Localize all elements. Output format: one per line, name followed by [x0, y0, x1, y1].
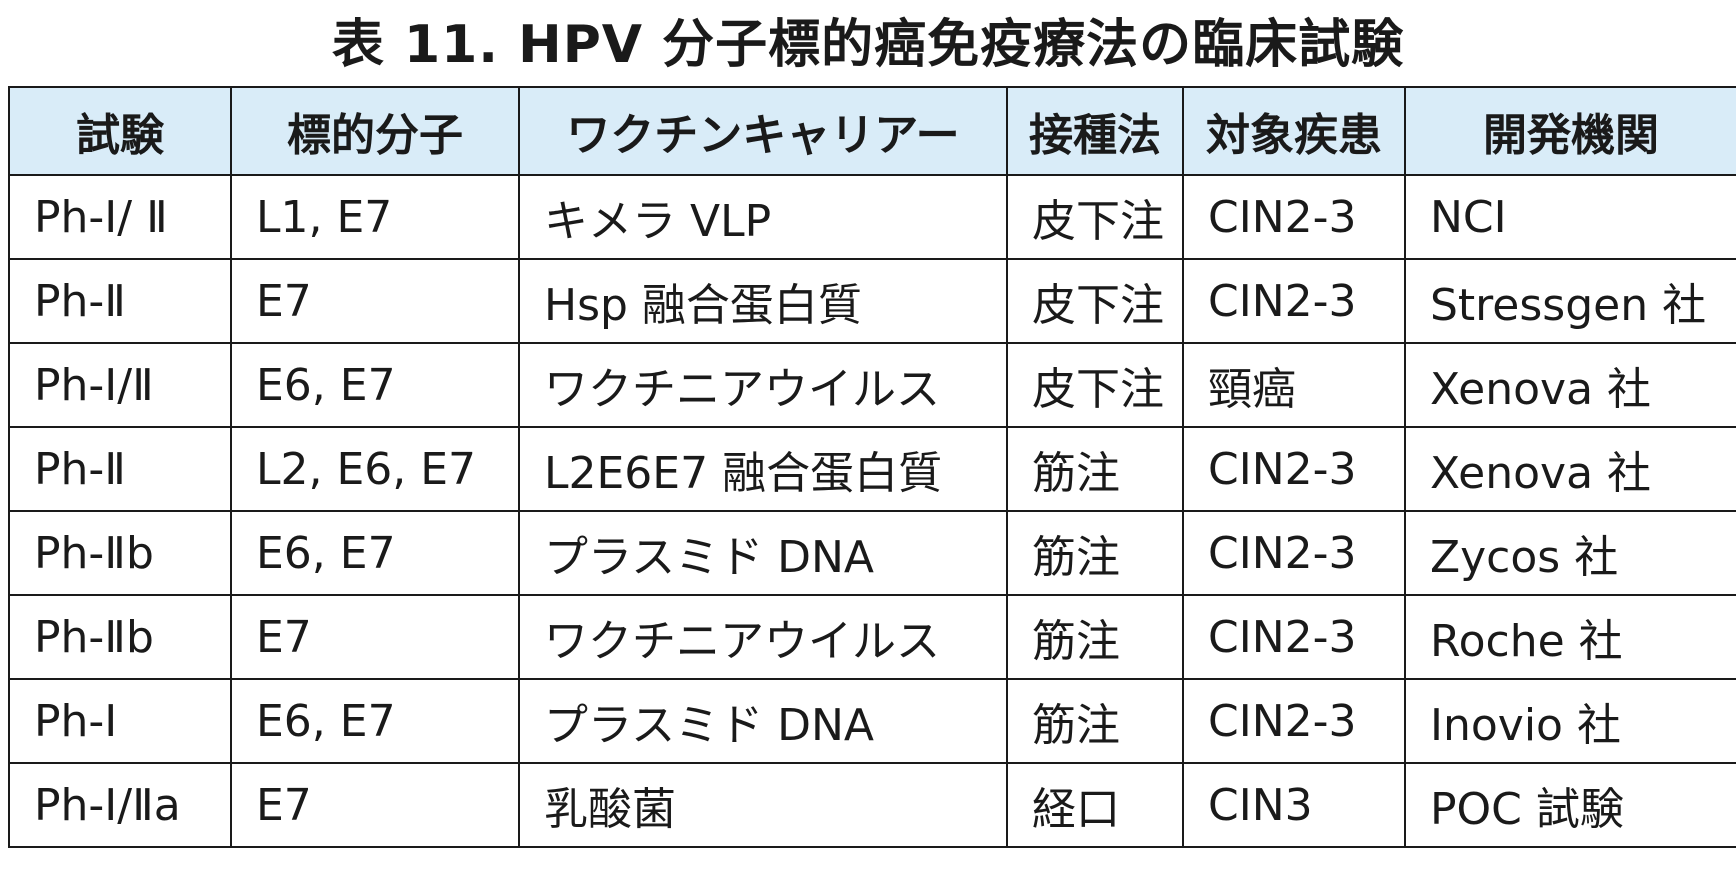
cell-vaccine-carrier: ワクチニアウイルス	[518, 594, 1008, 680]
table-row: Ph-Ⅱb E7 ワクチニアウイルス 筋注 CIN2-3 Roche 社	[8, 594, 1736, 680]
cell-target-molecule: L2, E6, E7	[230, 426, 520, 512]
header-target-disease: 対象疾患	[1182, 86, 1406, 176]
cell-target-molecule: E6, E7	[230, 510, 520, 596]
header-target-molecule: 標的分子	[230, 86, 520, 176]
table-row: Ph-I/ Ⅱ L1, E7 キメラ VLP 皮下注 CIN2-3 NCI	[8, 174, 1736, 260]
cell-target-disease: CIN3	[1182, 762, 1406, 848]
table-row: Ph-I/Ⅱa E7 乳酸菌 経口 CIN3 POC 試験	[8, 762, 1736, 848]
cell-vaccine-carrier: Hsp 融合蛋白質	[518, 258, 1008, 344]
cell-developer: NCI	[1404, 174, 1736, 260]
header-trial: 試験	[8, 86, 232, 176]
cell-target-molecule: L1, E7	[230, 174, 520, 260]
header-row: 試験 標的分子 ワクチンキャリアー 接種法 対象疾患 開発機関	[8, 86, 1736, 176]
cell-trial: Ph-Ⅱb	[8, 510, 232, 596]
clinical-trials-table: 試験 標的分子 ワクチンキャリアー 接種法 対象疾患 開発機関 Ph-I/ Ⅱ …	[8, 86, 1736, 848]
cell-trial: Ph-I/ Ⅱ	[8, 174, 232, 260]
cell-inoculation-method: 皮下注	[1006, 342, 1184, 428]
cell-trial: Ph-I	[8, 678, 232, 764]
cell-inoculation-method: 皮下注	[1006, 258, 1184, 344]
cell-vaccine-carrier: ワクチニアウイルス	[518, 342, 1008, 428]
cell-trial: Ph-I/Ⅱ	[8, 342, 232, 428]
cell-target-disease: CIN2-3	[1182, 678, 1406, 764]
cell-vaccine-carrier: L2E6E7 融合蛋白質	[518, 426, 1008, 512]
cell-target-molecule: E7	[230, 594, 520, 680]
cell-target-disease: CIN2-3	[1182, 594, 1406, 680]
cell-trial: Ph-Ⅱb	[8, 594, 232, 680]
cell-target-molecule: E6, E7	[230, 342, 520, 428]
cell-inoculation-method: 筋注	[1006, 426, 1184, 512]
cell-target-molecule: E6, E7	[230, 678, 520, 764]
cell-vaccine-carrier: キメラ VLP	[518, 174, 1008, 260]
cell-target-disease: 頸癌	[1182, 342, 1406, 428]
table-row: Ph-Ⅱ L2, E6, E7 L2E6E7 融合蛋白質 筋注 CIN2-3 X…	[8, 426, 1736, 512]
cell-trial: Ph-Ⅱ	[8, 258, 232, 344]
table-row: Ph-I/Ⅱ E6, E7 ワクチニアウイルス 皮下注 頸癌 Xenova 社	[8, 342, 1736, 428]
cell-developer: Xenova 社	[1404, 342, 1736, 428]
cell-trial: Ph-I/Ⅱa	[8, 762, 232, 848]
cell-developer: Zycos 社	[1404, 510, 1736, 596]
page-title: 表 11. HPV 分子標的癌免疫療法の臨床試験	[331, 14, 1405, 75]
cell-target-disease: CIN2-3	[1182, 258, 1406, 344]
cell-inoculation-method: 経口	[1006, 762, 1184, 848]
cell-developer: Stressgen 社	[1404, 258, 1736, 344]
header-developer: 開発機関	[1404, 86, 1736, 176]
table-row: Ph-Ⅱb E6, E7 プラスミド DNA 筋注 CIN2-3 Zycos 社	[8, 510, 1736, 596]
header-vaccine-carrier: ワクチンキャリアー	[518, 86, 1008, 176]
cell-developer: POC 試験	[1404, 762, 1736, 848]
table-row: Ph-Ⅱ E7 Hsp 融合蛋白質 皮下注 CIN2-3 Stressgen 社	[8, 258, 1736, 344]
cell-inoculation-method: 筋注	[1006, 678, 1184, 764]
cell-developer: Roche 社	[1404, 594, 1736, 680]
cell-target-disease: CIN2-3	[1182, 426, 1406, 512]
cell-inoculation-method: 筋注	[1006, 510, 1184, 596]
cell-vaccine-carrier: 乳酸菌	[518, 762, 1008, 848]
cell-target-disease: CIN2-3	[1182, 510, 1406, 596]
cell-developer: Inovio 社	[1404, 678, 1736, 764]
cell-vaccine-carrier: プラスミド DNA	[518, 510, 1008, 596]
cell-inoculation-method: 皮下注	[1006, 174, 1184, 260]
cell-inoculation-method: 筋注	[1006, 594, 1184, 680]
cell-vaccine-carrier: プラスミド DNA	[518, 678, 1008, 764]
table-row: Ph-I E6, E7 プラスミド DNA 筋注 CIN2-3 Inovio 社	[8, 678, 1736, 764]
cell-developer: Xenova 社	[1404, 426, 1736, 512]
cell-target-molecule: E7	[230, 258, 520, 344]
cell-trial: Ph-Ⅱ	[8, 426, 232, 512]
cell-target-disease: CIN2-3	[1182, 174, 1406, 260]
cell-target-molecule: E7	[230, 762, 520, 848]
header-inoculation-method: 接種法	[1006, 86, 1184, 176]
